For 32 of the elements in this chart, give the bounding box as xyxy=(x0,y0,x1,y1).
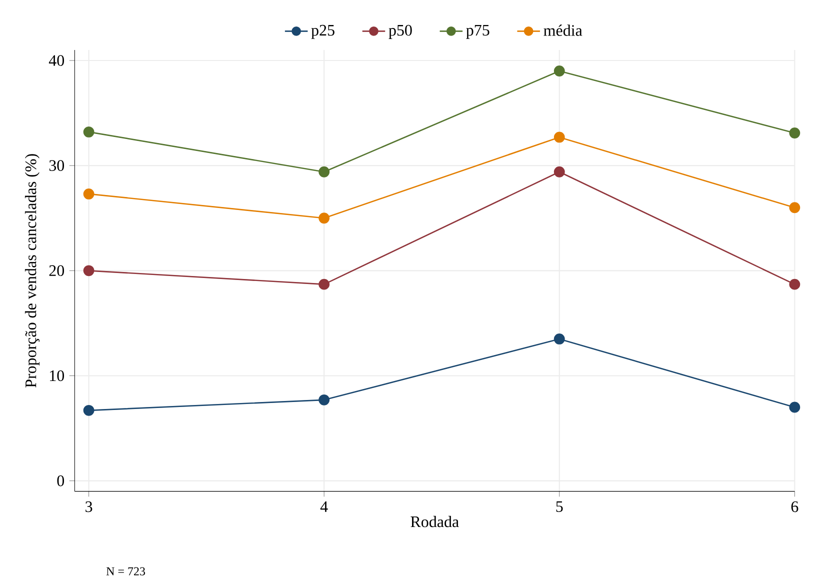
x-tick-label: 6 xyxy=(791,501,798,512)
x-axis-title: Rodada xyxy=(410,516,459,528)
y-tick-label: 20 xyxy=(49,265,64,276)
y-tick-label: 40 xyxy=(48,55,64,66)
point xyxy=(554,132,565,143)
point xyxy=(83,126,94,138)
y-tick-label: 10 xyxy=(50,370,64,382)
point xyxy=(83,404,94,416)
point xyxy=(83,188,94,200)
point xyxy=(318,166,330,178)
point xyxy=(554,166,565,178)
legend-label: p50 xyxy=(388,24,412,39)
point xyxy=(789,402,800,413)
legend-label: média xyxy=(544,24,582,36)
legend-label: p25 xyxy=(311,24,334,39)
point xyxy=(318,212,330,224)
x-tick-label: 4 xyxy=(320,501,328,512)
y-axis-title: Proporção de vendas canceladas (%) xyxy=(24,154,40,388)
legend-label: p75 xyxy=(466,24,490,39)
point xyxy=(83,265,94,276)
point xyxy=(789,278,800,290)
text: N = 723 xyxy=(106,567,146,576)
point xyxy=(318,394,330,406)
x-tick-label: 3 xyxy=(86,501,92,512)
point xyxy=(789,202,800,214)
point xyxy=(554,66,565,76)
x-tick-label: 5 xyxy=(556,501,563,512)
point xyxy=(318,278,330,290)
point xyxy=(554,333,565,344)
y-tick-label: 30 xyxy=(49,160,64,171)
point xyxy=(789,128,800,138)
y-tick-label: 0 xyxy=(57,475,64,486)
